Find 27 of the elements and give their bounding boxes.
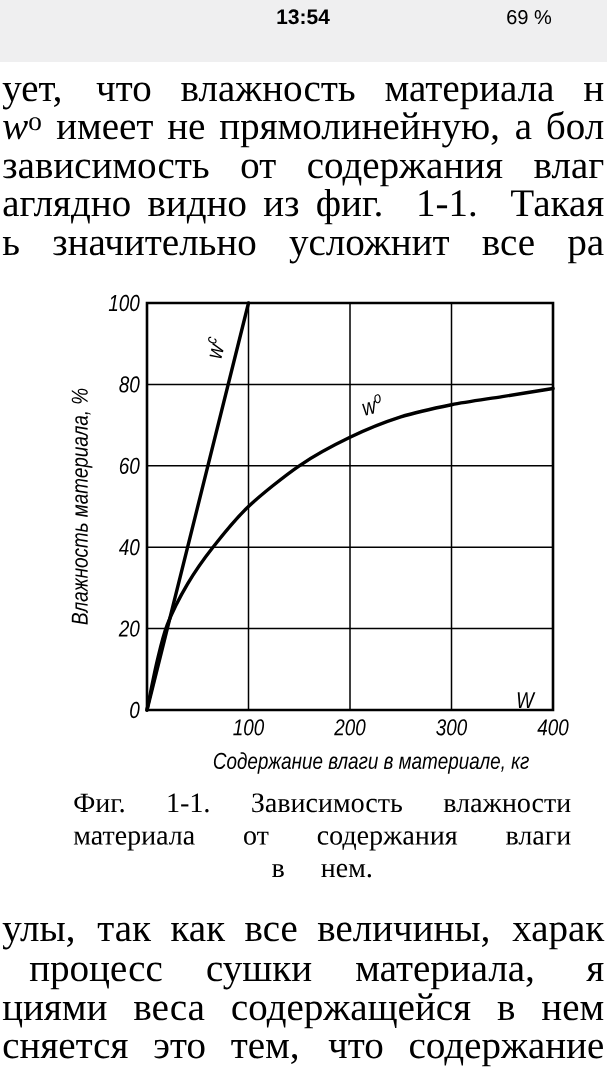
text: процесс сушки материала, я (29, 962, 604, 990)
annotation: W (517, 692, 536, 708)
text: 13:54 (277, 9, 330, 25)
y-tick-label: 60 (119, 457, 140, 474)
y-tick-label: 20 (118, 620, 140, 637)
text: ь значительно усложнит все ра (2, 236, 604, 264)
x-axis-title: Содержание влаги в материале, кг (213, 752, 529, 774)
text: w$^{o}$ (362, 394, 381, 416)
text: w$^{c}$ (208, 336, 224, 359)
text: 69 % (507, 10, 552, 25)
text: циями веса содержащейся в нем (2, 993, 604, 1029)
text: аглядно видно из фиг. 1-1. Такая (3, 188, 604, 225)
x-tick-label: 100 (233, 719, 265, 736)
text: ует, что влажность материала н (2, 82, 604, 110)
x-tick-label: 200 (334, 719, 366, 736)
y-tick-label: 0 (130, 701, 140, 719)
y-tick-label: 80 (119, 376, 140, 393)
y-tick-label: 40 (118, 539, 140, 556)
y-axis-title: Влажность материала, % (71, 388, 93, 625)
text: сняется это тем, что содержание (3, 1039, 603, 1067)
y-tick-label: 100 (108, 294, 140, 312)
x-tick-label: 400 (537, 719, 569, 736)
text: зависимость от содержания влаг (3, 159, 604, 187)
text: w$^{o}$ имеет не прямолинейную, а бол (3, 111, 604, 148)
text: улы, так как все величины, харак (2, 922, 605, 950)
x-tick-label: 300 (436, 719, 468, 736)
text: Фиг. 1-1. Зависимость влажности материала от содержания влаги в нем. (73, 793, 571, 878)
